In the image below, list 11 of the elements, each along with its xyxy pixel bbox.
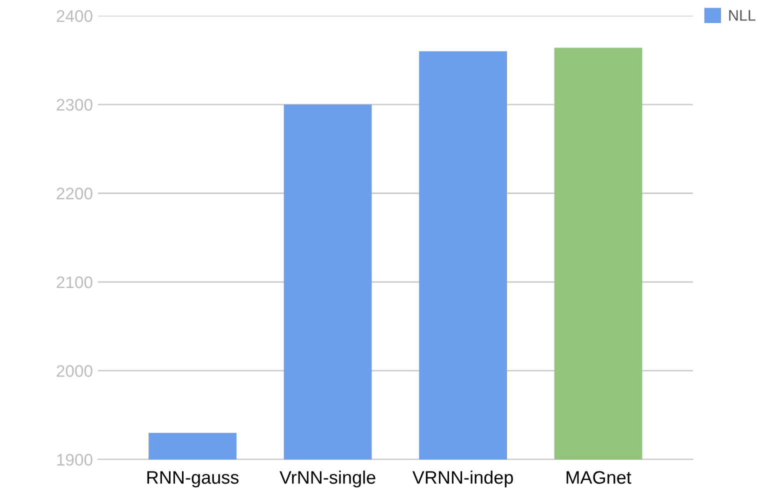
x-tick-label: MAGnet [566,471,632,484]
x-tick-label: RNN-gauss [147,471,239,488]
y-tick-label: 2400 [56,10,92,22]
y-tick-label: 2200 [56,188,92,200]
x-tick-label: VRNN-indep [412,470,513,488]
legend-label: NLL [729,10,756,21]
y-tick-label: 2000 [56,365,92,377]
y-tick-label: 1900 [57,454,92,466]
y-tick-label: 2300 [56,98,92,111]
y-tick-label: 2100 [56,276,92,288]
x-tick-label: VrNN-single [280,470,376,488]
